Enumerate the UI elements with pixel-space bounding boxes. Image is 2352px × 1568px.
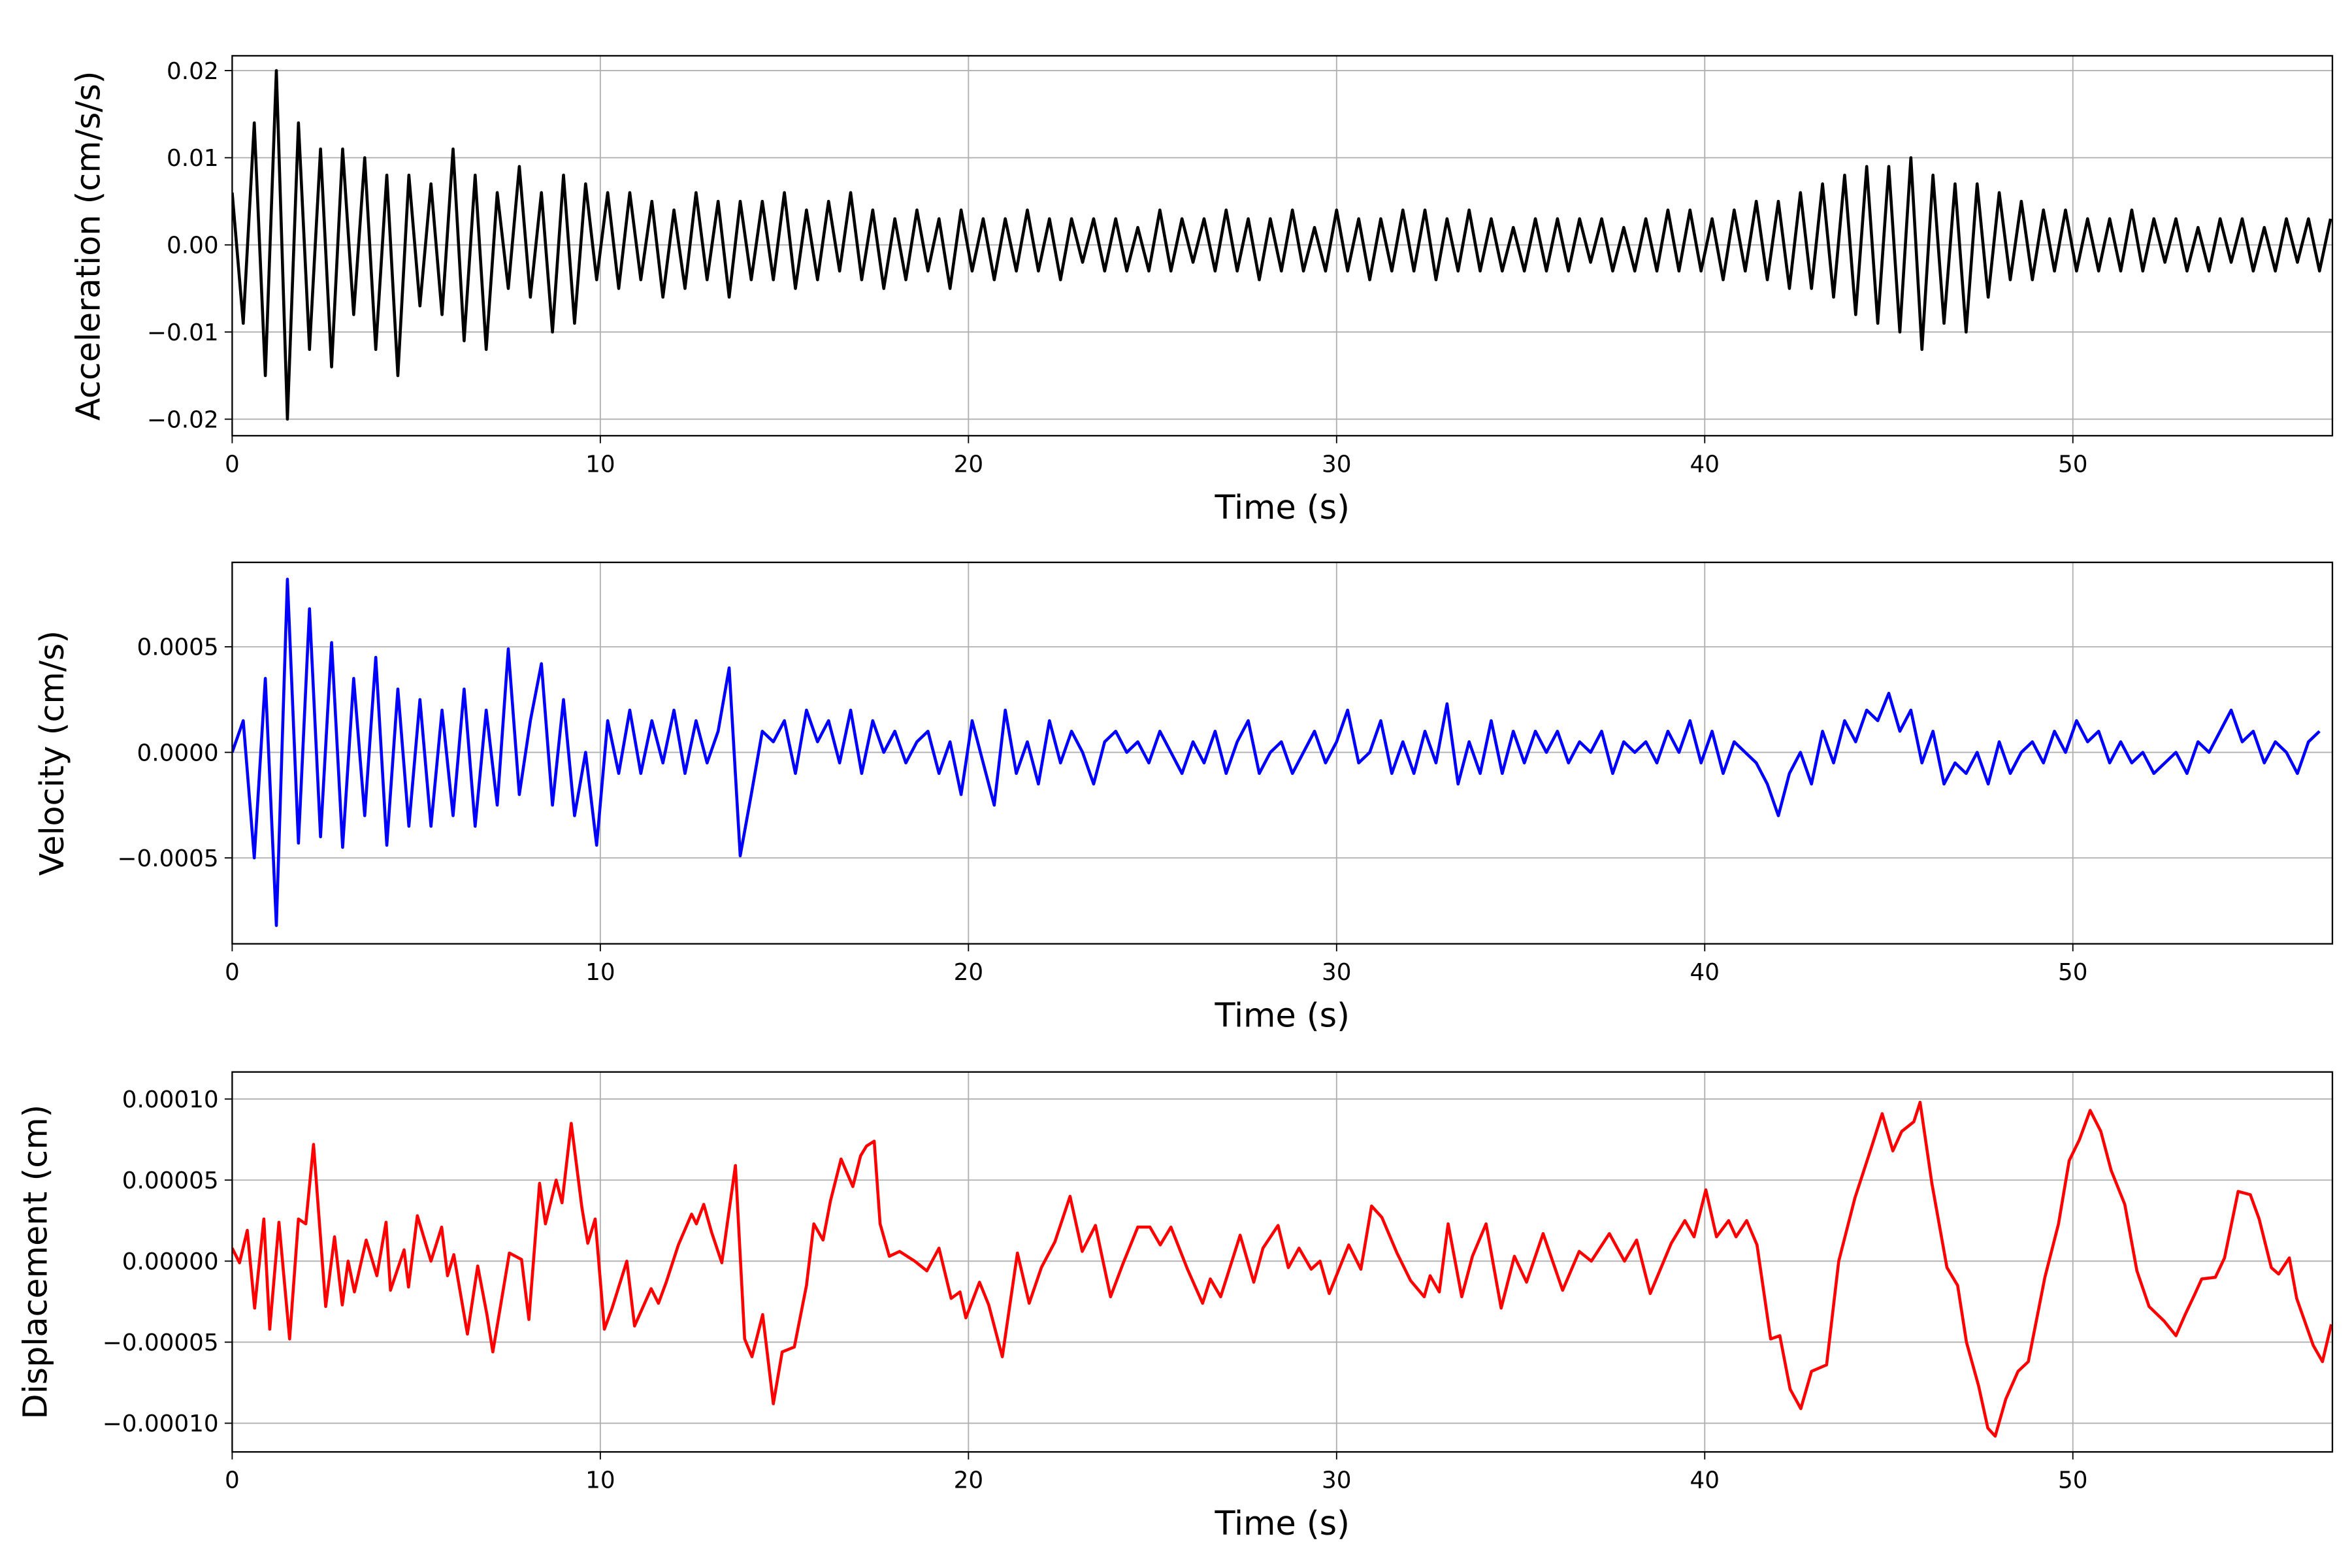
displacement-y-tick-label: −0.00010 [103,1411,219,1437]
acceleration-y-axis-label: Acceleration (cm/s/s) [69,71,107,421]
displacement-subplot: 0 10 20 30 40 50 0.00010 0.00005 0.00000 −0.00005… [16,1071,2334,1543]
velocity-x-tick-label: 50 [2058,959,2088,986]
displacement-y-tick-label: 0.00010 [122,1086,219,1113]
acceleration-x-tick-label: 50 [2058,451,2088,478]
displacement-y-tick-label: 0.00005 [122,1168,219,1194]
acceleration-y-tick-label: 0.01 [167,145,219,172]
acceleration-x-tick-label: 30 [1322,451,1352,478]
displacement-x-tick-label: 50 [2058,1467,2088,1494]
acceleration-y-tick-label: 0.00 [167,233,219,259]
displacement-x-tick-label: 10 [585,1467,615,1494]
acceleration-series-line [232,69,2332,421]
acceleration-subplot: 0 10 20 30 40 50 0.02 0.01 0.00 −0.01 −0.02 Time (s… [69,55,2334,527]
displacement-x-tick-label: 20 [954,1467,984,1494]
velocity-x-tick-label: 40 [1690,959,1720,986]
acceleration-y-tick-label: 0.02 [167,58,219,85]
displacement-x-tick-label: 30 [1322,1467,1352,1494]
velocity-y-tick-label: 0.0005 [137,634,219,661]
velocity-y-tick-label: −0.0005 [118,845,219,872]
velocity-y-tick-label: 0.0000 [137,740,219,766]
velocity-y-axis-label: Velocity (cm/s) [33,630,71,876]
acceleration-x-tick-label: 20 [954,451,984,478]
velocity-series-line [232,578,2321,927]
velocity-x-tick-label: 20 [954,959,984,986]
velocity-x-tick-label: 10 [585,959,615,986]
acceleration-axes-frame [231,55,2334,437]
acceleration-x-tick-label: 40 [1690,451,1720,478]
displacement-y-axis-label: Displacement (cm) [16,1105,55,1420]
displacement-y-tick-label: 0.00000 [122,1249,219,1275]
acceleration-x-tick-label: 0 [225,451,240,478]
acceleration-x-tick-label: 10 [585,451,615,478]
displacement-x-axis-label: Time (s) [1215,1504,1350,1543]
displacement-x-tick-label: 0 [225,1467,240,1494]
velocity-axes-frame [231,561,2334,945]
displacement-y-tick-label: −0.00005 [103,1330,219,1356]
acceleration-y-tick-label: −0.02 [147,406,219,433]
displacement-series-line [232,1100,2332,1438]
acceleration-x-axis-label: Time (s) [1215,488,1350,527]
displacement-axes-frame [231,1071,2334,1453]
velocity-subplot: 0 10 20 30 40 50 0.0005 0.0000 −0.0005 Time (s) Ve… [33,561,2334,1035]
displacement-x-tick-label: 40 [1690,1467,1720,1494]
velocity-x-axis-label: Time (s) [1215,996,1350,1035]
velocity-x-tick-label: 30 [1322,959,1352,986]
acceleration-y-tick-label: −0.01 [147,319,219,346]
velocity-x-tick-label: 0 [225,959,240,986]
